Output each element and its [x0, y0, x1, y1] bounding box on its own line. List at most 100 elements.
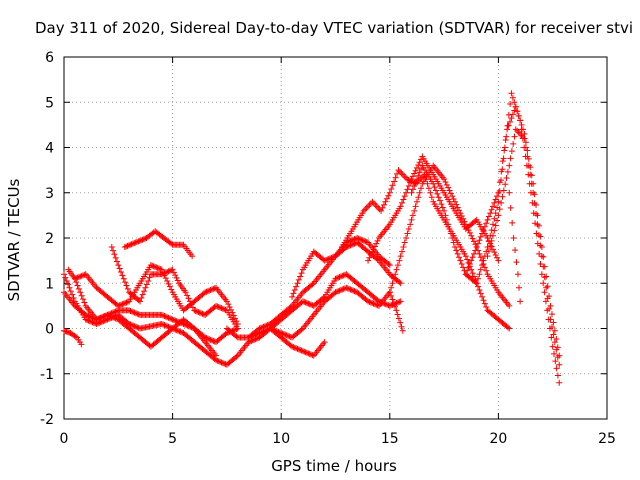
- data-point: [378, 299, 385, 306]
- data-point: [366, 254, 373, 261]
- data-point: [339, 272, 346, 279]
- data-point: [208, 337, 215, 344]
- data-point: [515, 129, 522, 136]
- data-point: [302, 299, 309, 306]
- data-point: [446, 187, 453, 194]
- data-point: [371, 301, 378, 308]
- data-point: [166, 283, 173, 290]
- data-point: [408, 189, 415, 196]
- data-point: [192, 307, 199, 314]
- data-point: [128, 241, 135, 248]
- data-point: [489, 203, 496, 210]
- data-point: [399, 171, 406, 178]
- data-point: [403, 235, 410, 241]
- data-point: [298, 270, 305, 277]
- data-point: [287, 333, 294, 340]
- data-point: [413, 176, 420, 183]
- data-point: [63, 277, 70, 284]
- data-point: [442, 212, 449, 219]
- data-point: [342, 271, 349, 278]
- data-point: [66, 284, 73, 291]
- data-point: [96, 315, 103, 322]
- data-point: [200, 311, 207, 318]
- data-point: [404, 186, 411, 193]
- data-point: [232, 326, 239, 333]
- data-point: [553, 365, 560, 372]
- data-point: [537, 261, 544, 268]
- data-point: [424, 180, 431, 187]
- data-point: [71, 275, 78, 282]
- data-point: [388, 302, 395, 309]
- data-point: [118, 301, 125, 308]
- data-point: [333, 288, 340, 295]
- data-point: [84, 312, 91, 319]
- data-point: [363, 204, 370, 211]
- data-point: [81, 299, 88, 306]
- data-point: [214, 357, 221, 364]
- data-point: [309, 281, 316, 288]
- data-point: [411, 170, 418, 177]
- data-point: [211, 285, 218, 292]
- data-point: [479, 262, 486, 269]
- data-point: [196, 309, 203, 316]
- data-point: [434, 190, 441, 197]
- x-axis-title: GPS time / hours: [271, 457, 397, 475]
- data-point: [186, 298, 193, 305]
- data-point: [522, 144, 529, 151]
- data-point: [512, 103, 519, 110]
- data-point: [350, 236, 357, 243]
- data-point: [380, 300, 387, 307]
- data-point: [487, 242, 494, 249]
- data-point: [121, 244, 128, 251]
- data-point: [367, 251, 374, 258]
- data-point: [370, 300, 377, 307]
- data-point: [325, 255, 332, 262]
- data-point: [74, 274, 81, 281]
- data-point: [164, 268, 171, 275]
- data-point: [123, 243, 130, 250]
- y-tick-label-2: 0: [45, 322, 54, 338]
- data-point: [157, 266, 164, 273]
- data-point: [160, 321, 167, 328]
- data-point: [332, 275, 339, 282]
- data-point: [527, 171, 534, 178]
- data-point: [259, 324, 266, 331]
- data-point: [202, 289, 209, 296]
- data-point: [158, 271, 165, 278]
- data-point: [508, 90, 515, 97]
- data-point: [554, 354, 561, 361]
- data-point: [309, 352, 316, 359]
- data-point: [517, 298, 524, 305]
- data-point: [491, 199, 498, 206]
- data-point: [487, 210, 494, 217]
- data-point: [321, 339, 328, 346]
- data-point: [70, 294, 77, 301]
- data-point: [540, 263, 547, 270]
- data-point: [395, 167, 402, 174]
- data-point: [454, 250, 461, 257]
- data-point: [449, 235, 456, 241]
- data-point: [405, 182, 412, 189]
- data-point: [412, 203, 419, 210]
- data-point: [485, 213, 492, 220]
- series-arc-c: [61, 289, 241, 346]
- data-point: [355, 235, 362, 242]
- data-point: [172, 317, 179, 324]
- data-point: [394, 311, 401, 318]
- data-point: [166, 315, 173, 322]
- data-point: [257, 324, 264, 331]
- data-point: [373, 240, 380, 247]
- data-point: [477, 290, 484, 297]
- series-arc-q: [484, 126, 563, 368]
- data-point: [495, 189, 502, 196]
- data-point: [465, 264, 472, 271]
- data-point: [351, 288, 358, 295]
- data-point: [233, 353, 240, 360]
- data-point: [309, 302, 316, 309]
- data-point: [369, 198, 376, 205]
- data-point: [401, 239, 408, 246]
- data-point: [552, 358, 559, 365]
- data-point: [397, 203, 404, 210]
- data-point: [438, 201, 445, 208]
- data-point: [396, 279, 403, 286]
